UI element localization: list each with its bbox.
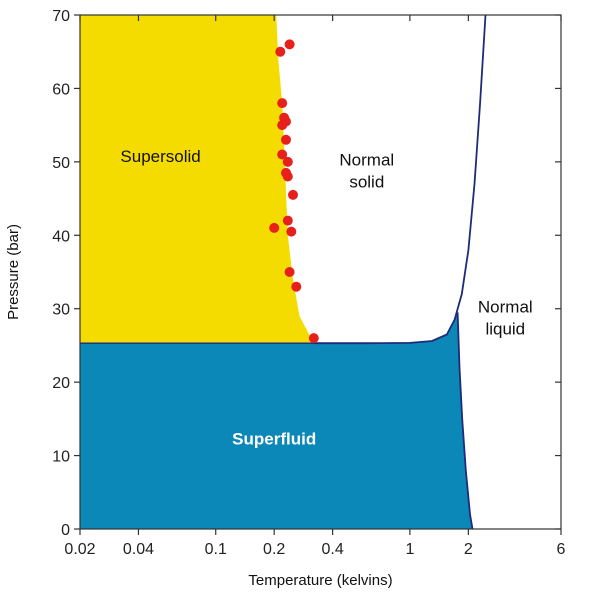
plot-frame bbox=[79, 14, 562, 530]
y-tick-label: 70 bbox=[52, 8, 70, 25]
region-label-supersolid: Supersolid bbox=[120, 147, 200, 166]
supersolid-region bbox=[80, 15, 314, 344]
axes-layer: 0 10 20 30 40 50 60 70 0.02 0.04 0.1 0.2 0.4 1 2 6 bbox=[52, 8, 565, 558]
x-tick-label: 0.02 bbox=[64, 541, 95, 558]
boundary-lines-layer bbox=[80, 14, 487, 530]
data-point bbox=[291, 281, 302, 292]
x-tick-label: 2 bbox=[464, 541, 473, 558]
data-point bbox=[269, 222, 280, 233]
x-tick-label: 0.4 bbox=[322, 541, 344, 558]
data-point bbox=[282, 215, 293, 226]
region-label-normal-liquid: Normal liquid bbox=[478, 297, 533, 338]
x-axis-title: Temperature (kelvins) bbox=[248, 572, 392, 589]
data-point bbox=[282, 171, 293, 182]
solid-liquid-boundary-line bbox=[313, 14, 487, 345]
data-point bbox=[284, 267, 295, 277]
regions-layer bbox=[80, 15, 473, 529]
y-tick-label: 40 bbox=[52, 228, 70, 245]
data-point bbox=[288, 189, 298, 200]
data-point bbox=[281, 134, 291, 145]
data-point bbox=[277, 98, 288, 109]
y-tick-label: 60 bbox=[52, 81, 70, 98]
superfluid-region bbox=[80, 312, 473, 529]
data-point bbox=[277, 149, 288, 160]
y-tick-label: 20 bbox=[52, 375, 70, 392]
region-label-superfluid: Superfluid bbox=[232, 430, 316, 449]
y-tick-label: 0 bbox=[61, 522, 70, 539]
data-point bbox=[308, 333, 319, 344]
data-point bbox=[284, 39, 295, 50]
data-points-layer bbox=[269, 39, 319, 344]
x-tick-label: 6 bbox=[557, 541, 566, 558]
y-tick-label: 10 bbox=[52, 449, 70, 466]
region-labels-layer: Supersolid Normal solid Normal liquid Superfl… bbox=[120, 147, 532, 449]
y-tick-label: 50 bbox=[52, 155, 70, 172]
region-label-normal-solid: Normal solid bbox=[339, 151, 394, 192]
x-tick-label: 1 bbox=[405, 541, 414, 558]
x-tick-label: 0.2 bbox=[263, 541, 285, 558]
data-point bbox=[282, 156, 293, 167]
x-tick-label: 0.1 bbox=[205, 541, 227, 558]
y-tick-label: 30 bbox=[52, 302, 70, 319]
y-axis-title: Pressure (bar) bbox=[5, 224, 22, 320]
data-point bbox=[286, 226, 297, 237]
x-tick-label: 0.04 bbox=[123, 541, 154, 558]
lambda-line bbox=[456, 312, 474, 530]
data-point bbox=[275, 46, 286, 57]
data-point bbox=[277, 120, 288, 131]
